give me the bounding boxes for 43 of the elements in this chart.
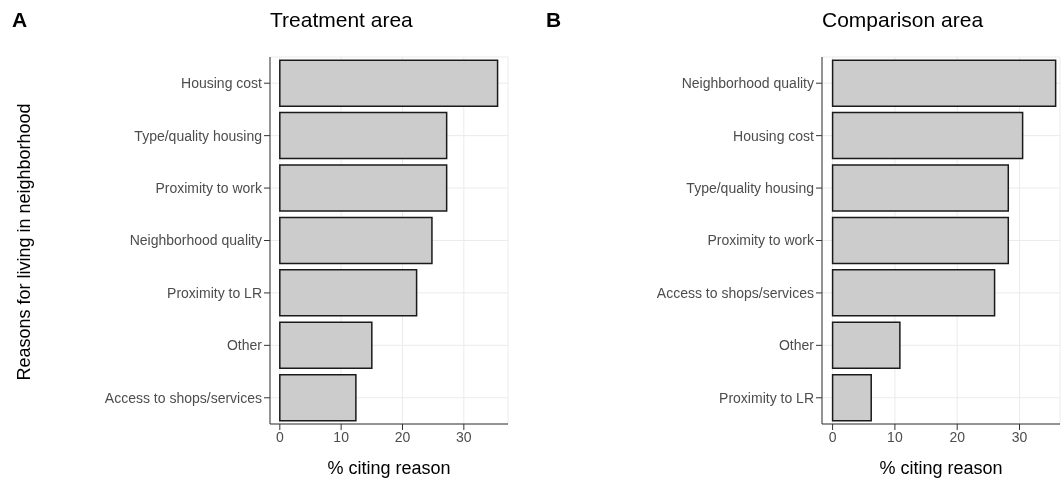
- x-axis-title: % citing reason: [879, 458, 1003, 478]
- bar: [831, 164, 1010, 212]
- bar: [279, 321, 373, 370]
- bar: [831, 111, 1024, 160]
- y-tick-label: Housing cost: [733, 127, 815, 144]
- x-tick-label: 0: [275, 428, 284, 445]
- text: B: [546, 8, 562, 32]
- x-tick-label: 10: [887, 428, 903, 445]
- y-tick-label: Housing cost: [181, 75, 263, 92]
- y-tick-label: Proximity to LR: [719, 389, 814, 406]
- y-tick-label: Other: [226, 337, 263, 354]
- bar: [831, 373, 872, 422]
- bar: [279, 373, 357, 422]
- y-tick-label: Neighborhood quality: [681, 75, 814, 92]
- y-tick-label: Neighborhood quality: [129, 232, 262, 249]
- bar: [831, 216, 1010, 265]
- bar: [831, 59, 1057, 107]
- bar: [279, 216, 433, 265]
- x-tick-label: 0: [828, 428, 837, 445]
- y-axis-title: Reasons for living in neighborhood: [13, 103, 35, 381]
- x-tick-label: 30: [1011, 428, 1028, 445]
- bar: [279, 111, 448, 160]
- y-tick-label: Access to shops/services: [104, 389, 262, 406]
- y-tick-label: Proximity to work: [707, 232, 815, 249]
- x-axis-title: % citing reason: [327, 458, 451, 478]
- chart-title: Comparison area: [822, 8, 984, 32]
- chart-title: Treatment area: [270, 8, 413, 32]
- x-tick-label: 10: [333, 428, 350, 445]
- bar: [831, 269, 996, 317]
- y-tick-label: Other: [778, 337, 815, 354]
- y-tick-label: Proximity to work: [155, 180, 263, 197]
- y-tick-label: Type/quality housing: [686, 180, 814, 197]
- text: A: [12, 8, 28, 32]
- y-tick-label: Proximity to LR: [167, 284, 262, 301]
- x-tick-label: 20: [394, 428, 411, 445]
- bar: [279, 164, 448, 212]
- y-tick-label: Type/quality housing: [134, 127, 262, 144]
- x-tick-label: 30: [456, 428, 472, 445]
- bar: [279, 59, 499, 107]
- bar: [279, 269, 418, 317]
- bar: [831, 321, 901, 370]
- x-tick-label: 20: [949, 428, 966, 445]
- y-tick-label: Access to shops/services: [656, 284, 814, 301]
